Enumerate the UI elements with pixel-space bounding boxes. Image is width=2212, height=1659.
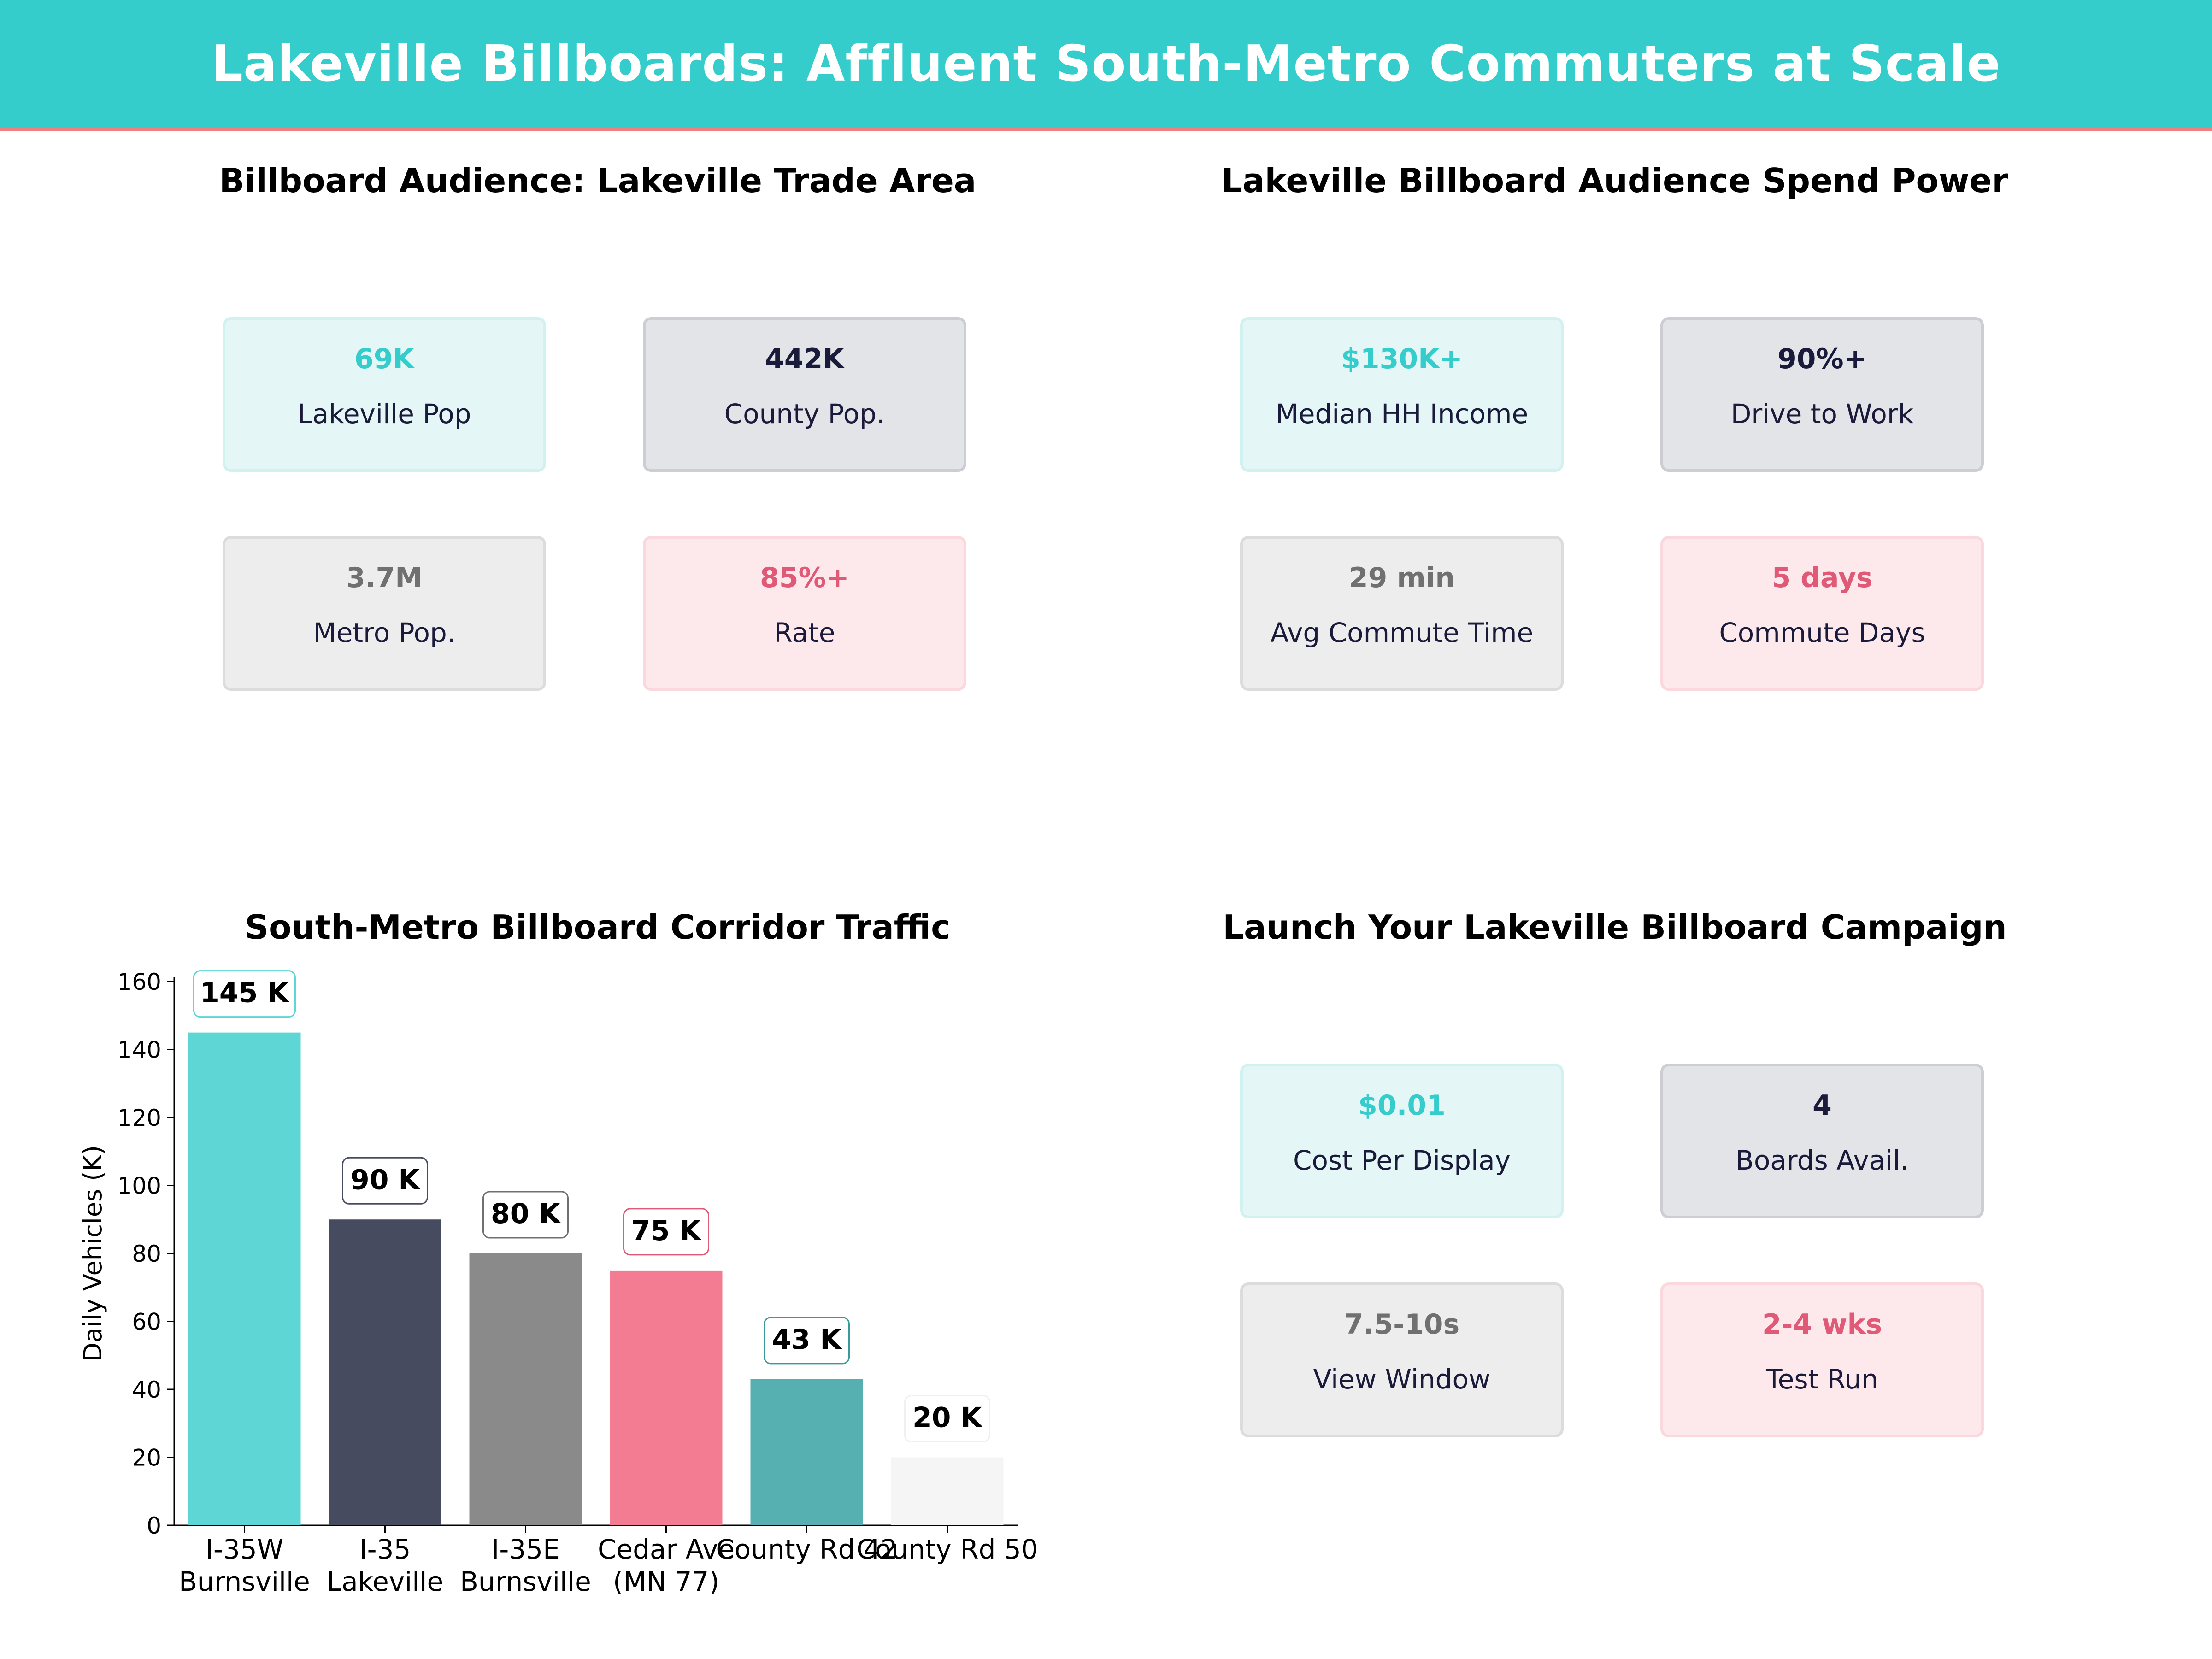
data-label-box xyxy=(623,1208,709,1256)
stat-label: Test Run xyxy=(1766,1364,1878,1395)
stat-value: 442K xyxy=(765,343,844,375)
data-label: 43 K xyxy=(772,1324,842,1356)
y-tick-label: 20 xyxy=(132,1445,161,1471)
stat-label: Rate xyxy=(774,617,835,648)
stat-value: $0.01 xyxy=(1358,1089,1446,1122)
x-tick-label-line: County Rd 50 xyxy=(856,1534,1038,1565)
y-axis-label: Daily Vehicles (K) xyxy=(78,1145,107,1362)
stat-value: 3.7M xyxy=(346,562,423,594)
bar xyxy=(469,1253,582,1525)
x-tick-label: County Rd 50 xyxy=(856,1534,1038,1565)
bar xyxy=(891,1457,1004,1525)
bar xyxy=(750,1379,863,1525)
stat-value: $130K+ xyxy=(1341,343,1463,375)
bar xyxy=(188,1032,301,1525)
panel-title-launch-campaign: Launch Your Lakeville Billboard Campaign xyxy=(1223,908,2007,947)
y-tick-label: 160 xyxy=(118,969,161,995)
data-label: 145 K xyxy=(200,977,290,1009)
stat-label: Cost Per Display xyxy=(1293,1145,1511,1176)
x-tick-label-line: (MN 77) xyxy=(613,1566,719,1597)
stat-value: 69K xyxy=(354,343,414,375)
stat-value: 7.5-10s xyxy=(1344,1308,1460,1341)
stat-label: Median HH Income xyxy=(1275,398,1529,429)
stat-card-commute-days: 5 days Commute Days xyxy=(1660,536,1984,691)
y-tick-label: 60 xyxy=(132,1309,161,1335)
data-label-box xyxy=(193,970,296,1018)
chart-title: South-Metro Billboard Corridor Traffic xyxy=(245,908,951,947)
x-tick-label: I-35W Burnsville xyxy=(179,1534,310,1597)
x-tick-label: Cedar Ave (MN 77) xyxy=(598,1534,735,1597)
data-label-box xyxy=(764,1317,850,1365)
y-tick-label: 40 xyxy=(132,1377,161,1403)
data-label: 80 K xyxy=(491,1198,561,1230)
bar xyxy=(610,1270,723,1525)
x-tick-label: I-35E Burnsville xyxy=(460,1534,591,1597)
stat-card-lakeville-pop: 69K Lakeville Pop xyxy=(223,317,546,472)
stat-value: 90%+ xyxy=(1777,343,1867,375)
data-label: 20 K xyxy=(912,1402,983,1434)
stat-label: Lakeville Pop xyxy=(297,398,471,429)
stat-value: 4 xyxy=(1812,1089,1832,1122)
x-tick-label-line: Cedar Ave xyxy=(598,1534,735,1565)
x-tick-label-line: I-35 xyxy=(359,1534,411,1565)
y-tick-label: 120 xyxy=(118,1105,161,1131)
data-label-box xyxy=(342,1157,428,1205)
stat-card-boards-available: 4 Boards Avail. xyxy=(1660,1064,1984,1218)
x-tick-label: County Rd 42 xyxy=(716,1534,897,1565)
stat-label: Commute Days xyxy=(1719,617,1925,648)
stat-card-metro-pop: 3.7M Metro Pop. xyxy=(223,536,546,691)
x-tick-label-line: I-35E xyxy=(491,1534,559,1565)
stat-label: County Pop. xyxy=(724,398,885,429)
x-tick-label-line: I-35W xyxy=(206,1534,283,1565)
stat-card-rate: 85%+ Rate xyxy=(643,536,966,691)
stat-label: View Window xyxy=(1313,1364,1491,1395)
data-label-box xyxy=(482,1191,569,1239)
y-tick-label: 0 xyxy=(147,1512,161,1539)
stat-label: Drive to Work xyxy=(1730,398,1914,429)
page-title: Lakeville Billboards: Affluent South-Met… xyxy=(211,35,2001,93)
stat-card-commute-time: 29 min Avg Commute Time xyxy=(1240,536,1564,691)
panel-title-audience: Billboard Audience: Lakeville Trade Area xyxy=(219,161,977,200)
stat-card-drive-to-work: 90%+ Drive to Work xyxy=(1660,317,1984,472)
stat-card-test-run: 2-4 wks Test Run xyxy=(1660,1282,1984,1437)
stat-label: Metro Pop. xyxy=(313,617,456,648)
stat-label: Avg Commute Time xyxy=(1270,617,1534,648)
bar xyxy=(329,1219,441,1525)
x-tick-label-line: Lakeville xyxy=(327,1566,443,1597)
y-tick-label: 80 xyxy=(132,1241,161,1267)
stat-value: 5 days xyxy=(1771,562,1873,594)
stat-card-median-income: $130K+ Median HH Income xyxy=(1240,317,1564,472)
data-label: 75 K xyxy=(631,1215,702,1247)
x-tick-label-line: Burnsville xyxy=(460,1566,591,1597)
stat-card-cost-per-display: $0.01 Cost Per Display xyxy=(1240,1064,1564,1218)
x-tick-label: I-35 Lakeville xyxy=(327,1534,443,1597)
title-banner: Lakeville Billboards: Affluent South-Met… xyxy=(0,0,2212,131)
x-tick-label-line: Burnsville xyxy=(179,1566,310,1597)
y-tick-label: 100 xyxy=(118,1173,161,1200)
stat-card-view-window: 7.5-10s View Window xyxy=(1240,1282,1564,1437)
panel-title-spend-power: Lakeville Billboard Audience Spend Power xyxy=(1221,161,2008,200)
stat-value: 2-4 wks xyxy=(1762,1308,1883,1341)
stat-card-county-pop: 442K County Pop. xyxy=(643,317,966,472)
stat-value: 85%+ xyxy=(760,562,849,594)
stat-value: 29 min xyxy=(1348,562,1455,594)
data-label: 90 K xyxy=(350,1164,421,1196)
x-tick-label-line: County Rd 42 xyxy=(716,1534,897,1565)
y-tick-label: 140 xyxy=(118,1037,161,1064)
corridor-traffic-chart: 0 20 40 60 80 100 120 140 160 Daily Vehicles (K) 1… xyxy=(78,969,1038,1597)
stat-label: Boards Avail. xyxy=(1735,1145,1909,1176)
data-label-box xyxy=(904,1395,990,1442)
